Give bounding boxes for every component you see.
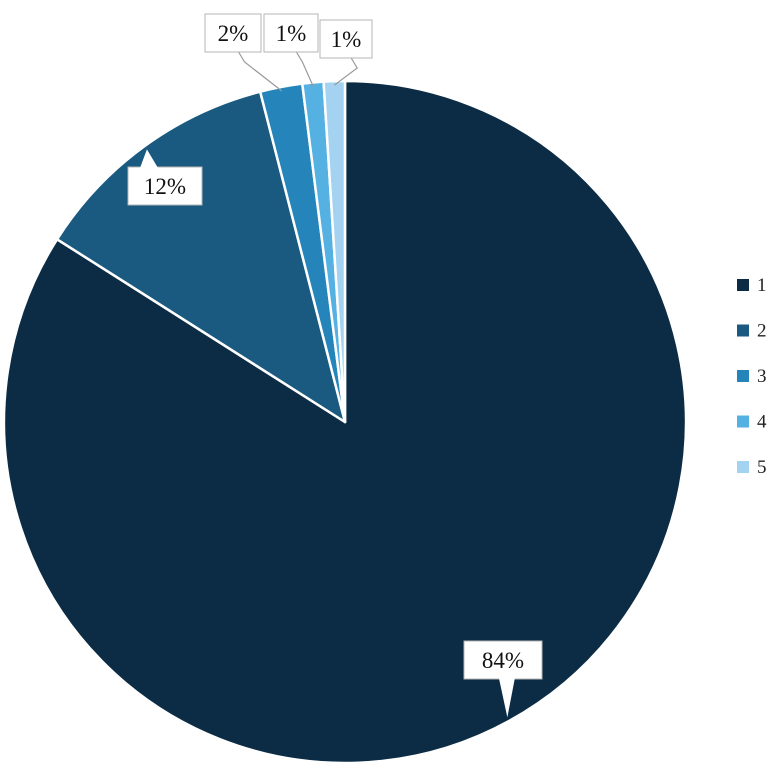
data-label-box <box>463 640 543 680</box>
legend-swatch <box>737 415 749 428</box>
data-label-5: 1% <box>319 19 373 86</box>
pie-slices <box>2 79 688 765</box>
data-label-box <box>263 13 319 53</box>
data-label-text: 84% <box>482 648 524 673</box>
legend-label: 1 <box>757 275 767 296</box>
legend-item-4: 4 <box>737 412 767 433</box>
legend-item-1: 1 <box>737 275 767 296</box>
data-label-text: 2% <box>218 21 249 46</box>
legend-label: 5 <box>757 457 767 478</box>
data-label-box <box>127 166 203 206</box>
data-label-text: 1% <box>331 27 362 52</box>
data-labels: 84% 12% 2% 1% 1% <box>127 13 543 718</box>
leader-line <box>238 51 283 92</box>
legend-swatch <box>737 461 749 473</box>
callout-pointer <box>140 149 158 168</box>
data-label-box <box>204 13 262 53</box>
legend-item-5: 5 <box>737 457 767 478</box>
data-label-3: 2% <box>204 13 283 92</box>
legend-item-3: 3 <box>737 366 767 387</box>
legend-swatch <box>737 279 749 291</box>
legend: 1 2 3 4 5 <box>737 275 767 478</box>
data-label-box <box>319 19 373 59</box>
leader-line <box>295 51 314 87</box>
leader-line <box>334 57 358 86</box>
data-label-2: 12% <box>127 149 203 206</box>
legend-item-2: 2 <box>737 321 767 342</box>
data-label-text: 1% <box>276 21 307 46</box>
pie-slice-5 <box>322 79 347 424</box>
data-label-4: 1% <box>263 13 319 87</box>
legend-label: 2 <box>757 321 767 342</box>
data-label-text: 12% <box>144 174 186 199</box>
legend-label: 4 <box>757 412 767 433</box>
legend-swatch <box>737 370 749 382</box>
legend-label: 3 <box>757 366 767 387</box>
legend-swatch <box>737 324 749 337</box>
data-label-1: 84% <box>463 640 543 718</box>
callout-pointer <box>498 678 515 718</box>
